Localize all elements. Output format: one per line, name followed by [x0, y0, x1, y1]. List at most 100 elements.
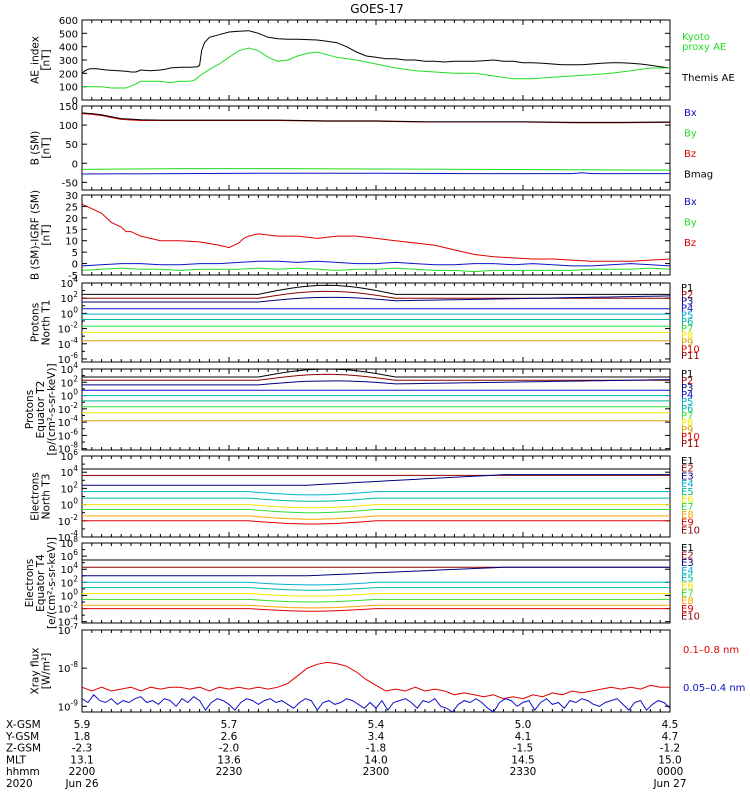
y-axis-label: ProtonsNorth T1: [30, 300, 53, 346]
panel-xr: 10-9 10-8 10-7 Xray flux[W/m²] 0.1–0.8 nm 0.0…: [30, 622, 746, 713]
panels: 0100200300400500600AE_index[nT]Kyotoprox…: [24, 16, 745, 713]
x-axis-value: 2200: [69, 766, 96, 778]
y-axis-label-line: [nT]: [41, 49, 53, 70]
legend-entry: E1: [681, 456, 694, 467]
series-0-05-0-4-nm: [82, 694, 670, 712]
y-axis-label-line: Electrons: [30, 472, 42, 521]
y-tick-label: 108: [60, 535, 78, 550]
y-tick-label: 10-8: [58, 441, 78, 456]
x-axis-value: 5.7: [221, 719, 238, 731]
legend-entry: E5: [681, 487, 694, 498]
legend-entry: E2: [681, 464, 694, 475]
x-axis-value: 3.4: [368, 731, 385, 743]
y-tick-label: 5: [72, 248, 78, 259]
y-tick-label: 104: [60, 561, 78, 576]
legend-entry: E6: [681, 495, 694, 506]
legend-entry: E10: [681, 525, 700, 536]
channel-line: [82, 581, 670, 586]
y-tick-label: 10-2: [58, 513, 78, 528]
legend-entry: P11: [681, 439, 700, 450]
channel-line: [82, 608, 670, 612]
y-tick-label: 15: [65, 225, 78, 236]
data-lines: [82, 468, 670, 525]
legend-entry: P8: [681, 418, 693, 429]
legend-entry: Bz: [684, 149, 696, 160]
y-tick-label: 100: [60, 587, 78, 602]
y-axis-label-line: Protons: [30, 303, 42, 342]
y-axis-label-line: [W/m²]: [41, 653, 53, 690]
y-tick-label: 10: [65, 237, 78, 248]
legend-entry: P1: [681, 283, 693, 294]
x-axis-value: 14.0: [364, 754, 387, 766]
y-axis-label: ProtonsEquator T2[p/(cm²-s-sr-keV)]: [24, 363, 58, 455]
y-tick-label: 50: [65, 140, 78, 151]
legend-entry: E4: [681, 566, 694, 577]
y-tick-label: 10-8: [58, 660, 78, 675]
x-axis-row-label: X-GSM: [6, 719, 41, 731]
y-tick-label: 10-4: [58, 414, 78, 429]
legend-entry: P4: [681, 303, 693, 314]
x-axis-value: -1.2: [660, 743, 681, 755]
y-tick-label: 0: [72, 260, 78, 271]
legend-entry: E1: [681, 543, 694, 554]
legend-entry: P1: [681, 369, 693, 380]
legend-entry: E6: [681, 581, 694, 592]
legend-entry: Bz: [684, 238, 696, 249]
y-tick-label: 106: [60, 448, 78, 463]
y-tick-label: 0: [72, 159, 78, 170]
y-axis-label-line: North T1: [41, 300, 53, 346]
y-axis-label-line: [nT]: [41, 224, 53, 245]
x-axis-value: 2230: [216, 766, 243, 778]
legend-entry: P7: [681, 411, 693, 422]
x-axis-row-label: Y-GSM: [5, 731, 39, 743]
legend-entry: E7: [681, 589, 694, 600]
legend-entry: P11: [681, 351, 700, 362]
legend-entry: proxy AE: [682, 42, 726, 53]
y-tick-label: 100: [60, 388, 78, 403]
channel-line: [82, 369, 670, 378]
x-axis-value: 4.5: [662, 719, 679, 731]
legend: Bx By Bz: [684, 197, 697, 249]
channel-line: [82, 497, 670, 502]
series-themis-ae: [82, 30, 670, 74]
legend-entry: By: [684, 218, 697, 229]
y-tick-label: 30: [65, 191, 78, 202]
y-tick-label: 10-4: [58, 614, 78, 629]
bottom-axis: X-GSM 5.9 5.7 5.4 5.0 4.5 Y-GSM 1.8 2.6 3.4 4.1 4.7…: [5, 719, 687, 790]
channel-line: [82, 491, 670, 496]
panel-ee: 10-410-2100102104106108ElectronsEquator …: [24, 535, 700, 629]
legend-entry: Themis AE: [681, 73, 735, 84]
channel-line: [82, 566, 670, 577]
y-axis-label-line: North T3: [41, 474, 53, 520]
series-bz: [82, 203, 670, 262]
legend-entry: P9: [681, 338, 693, 349]
channel-line: [82, 504, 670, 509]
x-axis-value: 4.7: [662, 731, 679, 743]
x-axis-value: -1.8: [366, 743, 387, 755]
legend-entry: E3: [681, 471, 694, 482]
panel-bsm: -50 0 50 100 150 B (SM)[nT] Bx By Bz Bmag: [30, 102, 713, 191]
legend-entry: Bx: [684, 108, 697, 119]
y-axis-label-line: Xray flux: [30, 648, 42, 695]
x-axis-value: 4.1: [515, 731, 532, 743]
y-tick-label: 102: [60, 374, 78, 389]
channel-line: [82, 509, 670, 514]
y-axis-label-line: Protons: [24, 390, 36, 429]
series-kyoto-proxy-ae: [82, 47, 670, 89]
legend-entry: P3: [681, 297, 693, 308]
legend-entry: P8: [681, 331, 693, 342]
y-tick-label: 100: [60, 305, 78, 320]
y-tick-label: 10-6: [58, 351, 78, 366]
data-lines: [82, 30, 670, 89]
legend-entry: P4: [681, 390, 693, 401]
y-axis-label: ElectronsEquator T4[e/(cm²-s-sr-keV)]: [24, 537, 58, 629]
legend-entry: E2: [681, 551, 694, 562]
y-axis-label: ElectronsNorth T3: [30, 472, 53, 521]
x-axis-value: 5.0: [515, 719, 532, 731]
legend-entry: E8: [681, 510, 694, 521]
